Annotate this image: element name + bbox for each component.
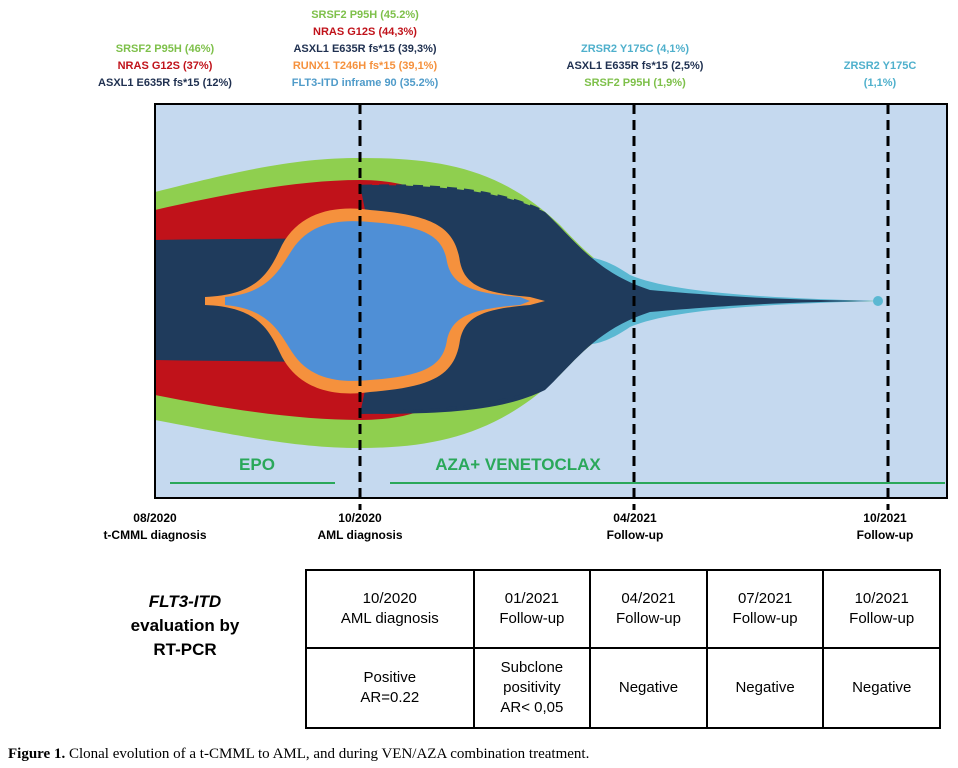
clone-flt3 [225,221,530,381]
timepoint-event: t-CMML diagnosis [103,528,207,542]
mutations-t1: SRSF2 P95H (45.2%) NRAS G12S (44,3%) ASX… [275,7,455,92]
table-header-cell: 10/2021 Follow-up [822,569,941,649]
table-result-cell: Negative [705,647,825,729]
table-result-cell: Subclone positivity AR< 0,05 [472,647,592,729]
mutations-t0: SRSF2 P95H (46%) NRAS G12S (37%) ASXL1 E… [85,41,245,92]
dashed-curve-bottom [361,386,546,414]
table-result-cell: Negative [822,647,941,729]
figure-caption: Figure 1. Clonal evolution of a t-CMML t… [8,746,589,763]
timepoint-label: 04/2021 Follow-up [560,510,710,544]
mutation-label: (1,1%) [863,77,897,89]
mutation-label: ZRSR2 Y175C (4,1%) [580,43,689,55]
treatment-label-aza-ven: AZA+ VENETOCLAX [435,455,601,474]
mutation-label: ASXL1 E635R fs*15 (39,3%) [293,43,437,55]
table-header-cell: 01/2021 Follow-up [472,569,592,649]
dashed-curve-top [361,184,546,214]
caption-text: Clonal evolution of a t-CMML to AML, and… [65,746,590,762]
mutation-label: FLT3-ITD inframe 90 (35.2%) [291,77,439,89]
row-header-line: FLT3-ITD [148,592,222,611]
table-header-cell: 07/2021 Follow-up [705,569,825,649]
mutation-label: NRAS G12S (44,3%) [313,26,417,38]
mutation-label: SRSF2 P95H (45.2%) [311,9,419,21]
table-result-cell: Positive AR=0.22 [305,647,475,729]
mutation-label: SRSF2 P95H (1,9%) [584,77,686,89]
timepoint-date: 10/2021 [863,511,907,525]
flt3-evaluation-table: 10/2020 AML diagnosis 01/2021 Follow-up 04… [305,569,941,729]
timepoint-date: 04/2021 [613,511,657,525]
timepoint-event: AML diagnosis [317,528,403,542]
treatment-label-epo: EPO [239,455,275,474]
mutations-t2: ZRSR2 Y175C (4,1%) ASXL1 E635R fs*15 (2,… [555,41,715,92]
table-result-row: Positive AR=0.22 Subclone positivity AR< 0,… [305,647,941,729]
timepoint-event: Follow-up [606,528,664,542]
timepoint-date: 08/2020 [133,511,177,525]
mutations-t3: ZRSR2 Y175C (1,1%) [820,58,940,92]
table-header-row: 10/2020 AML diagnosis 01/2021 Follow-up 04… [305,569,941,649]
timepoint-label: 08/2020 t-CMML diagnosis [80,510,230,544]
fish-plot: EPO AZA+ VENETOCLAX [154,103,948,510]
mutation-label: ASXL1 E635R fs*15 (12%) [98,77,232,89]
caption-label: Figure 1. [8,746,66,762]
timepoint-label: 10/2021 Follow-up [820,510,950,544]
mutation-label: RUNX1 T246H fs*15 (39,1%) [292,60,438,72]
timepoint-date: 10/2020 [338,511,382,525]
table-result-cell: Negative [589,647,708,729]
table-header-cell: 04/2021 Follow-up [589,569,708,649]
plot-frame [154,103,948,499]
row-header-line: RT-PCR [153,640,217,659]
zrsr2-residual-dot [873,296,883,306]
row-header-line: evaluation by [130,616,240,635]
timepoint-label: 10/2020 AML diagnosis [285,510,435,544]
mutation-label: ZRSR2 Y175C [843,60,917,72]
timepoint-event: Follow-up [856,528,914,542]
mutation-label: NRAS G12S (37%) [117,60,213,72]
table-header-cell: 10/2020 AML diagnosis [305,569,475,649]
flt3-row-header: FLT3-ITD evaluation by RT-PCR [110,590,260,662]
mutation-label: SRSF2 P95H (46%) [115,43,215,55]
mutation-label: ASXL1 E635R fs*15 (2,5%) [566,60,704,72]
